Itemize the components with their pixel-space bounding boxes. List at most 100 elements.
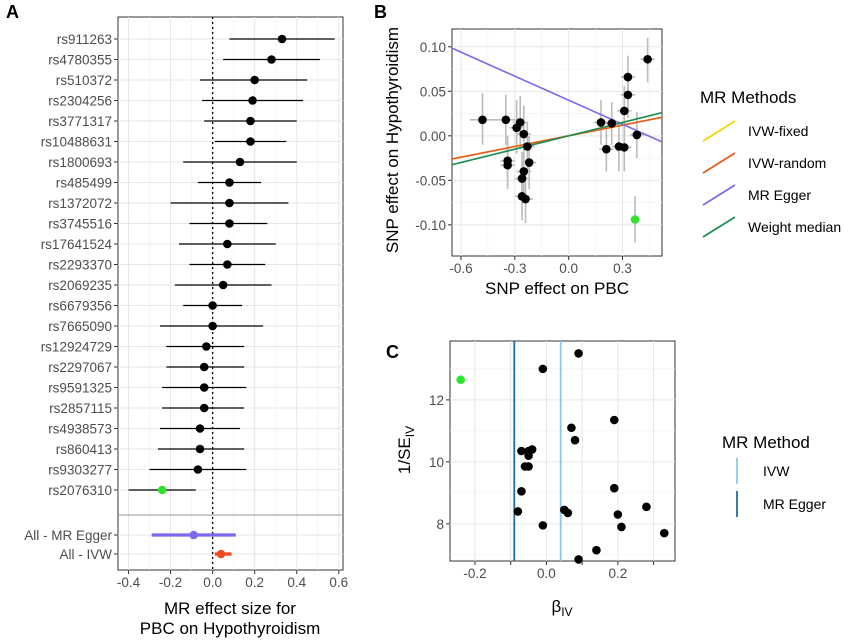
panel-a-plot-area bbox=[117, 16, 344, 571]
panel-c-x-tick-label: 0.2 bbox=[608, 566, 627, 581]
snp-estimate-point bbox=[250, 75, 259, 85]
snp-label: rs2069235 bbox=[48, 278, 112, 293]
snp-estimate-point bbox=[199, 403, 209, 413]
panel-a-x-tick-label: 0.6 bbox=[329, 575, 348, 590]
snp-label: rs3771317 bbox=[48, 114, 112, 129]
funnel-point bbox=[538, 521, 548, 530]
snp-label: rs860413 bbox=[56, 442, 112, 457]
panel-b-regression-lines bbox=[452, 47, 662, 166]
snp-effect-point bbox=[524, 158, 534, 167]
summary-estimate-point bbox=[189, 530, 199, 540]
snp-label: rs2293370 bbox=[48, 258, 112, 273]
panel-c-ylabel: 1/SEIV bbox=[395, 426, 417, 474]
snp-label: rs2076310 bbox=[48, 483, 112, 498]
snp-estimate-point bbox=[199, 362, 209, 372]
snp-effect-point bbox=[643, 54, 652, 64]
snp-estimate-point bbox=[208, 321, 217, 331]
snp-estimate-point bbox=[218, 280, 228, 290]
funnel-point bbox=[574, 555, 583, 564]
snp-estimate-point bbox=[193, 465, 203, 474]
panel-a-x-tick-label: 0.0 bbox=[203, 575, 222, 590]
snp-label: rs7665090 bbox=[48, 319, 112, 334]
panel-a-x-tick-label: 0.2 bbox=[245, 575, 264, 590]
panel-b-legend-title: MR Methods bbox=[700, 88, 796, 107]
snp-estimate-point bbox=[225, 178, 234, 187]
regression-line bbox=[452, 47, 662, 143]
funnel-point bbox=[538, 364, 548, 374]
snp-estimate-point bbox=[208, 301, 217, 310]
panel-c-grid bbox=[450, 341, 675, 561]
snp-estimate-point bbox=[248, 96, 257, 105]
snp-label: rs4780355 bbox=[48, 53, 112, 68]
snp-effect-point bbox=[503, 160, 512, 170]
legend-key bbox=[702, 152, 736, 174]
panel-b-xlabel: SNP effect on PBC bbox=[485, 279, 629, 298]
snp-effect-point bbox=[519, 129, 529, 139]
panel-c-plot-area bbox=[449, 340, 676, 562]
panel-c-xlabel: βIV bbox=[551, 597, 572, 619]
snp-effect-point bbox=[620, 143, 629, 152]
snp-estimate-point bbox=[157, 485, 167, 495]
panel-a-xlabel-line1: MR effect size for bbox=[164, 599, 296, 618]
legend-key bbox=[702, 184, 736, 206]
legend-key bbox=[702, 216, 736, 238]
funnel-point bbox=[617, 522, 626, 532]
panel-b-ylabel: SNP effect on Hypothyroidism bbox=[383, 27, 402, 253]
legend-label: IVW-random bbox=[748, 155, 826, 171]
legend-label: IVW-fixed bbox=[748, 123, 808, 139]
snp-estimate-point bbox=[225, 219, 234, 228]
snp-effect-point bbox=[517, 174, 527, 183]
panel-c-xlabel-base: β bbox=[551, 597, 561, 616]
snp-estimate-point bbox=[195, 424, 205, 433]
panel-b: B -0.6 -0.3 0.0 0.3 -0.10 -0.05 0.00 0.05 0.10 S… bbox=[374, 2, 841, 298]
snp-label: rs510372 bbox=[56, 73, 112, 88]
panel-b-letter: B bbox=[374, 2, 387, 22]
legend-key bbox=[702, 120, 736, 142]
snp-label: rs6679356 bbox=[48, 299, 112, 314]
panel-b-y-tick-label: -0.05 bbox=[415, 173, 446, 188]
snp-effect-point bbox=[623, 72, 633, 82]
snp-label: rs1800693 bbox=[48, 155, 112, 170]
summary-label: All - MR Egger bbox=[24, 528, 112, 543]
snp-effect-point bbox=[602, 144, 611, 154]
panel-b-x-tick-label: -0.6 bbox=[449, 261, 472, 276]
snp-label: rs911263 bbox=[57, 32, 112, 47]
snp-effect-point bbox=[607, 119, 617, 128]
snp-estimate-point bbox=[267, 55, 276, 64]
panel-c-letter: C bbox=[386, 342, 399, 362]
funnel-point bbox=[513, 507, 523, 516]
snp-effect-point bbox=[521, 194, 530, 204]
panel-b-x-tick-label: 0.3 bbox=[613, 261, 632, 276]
snp-effect-point bbox=[596, 118, 606, 127]
snp-label: rs1372072 bbox=[48, 196, 112, 211]
panel-c-ylabel-sub: IV bbox=[403, 426, 417, 437]
panel-c-y-tick-label: 8 bbox=[436, 517, 444, 532]
snp-estimate-point bbox=[202, 342, 211, 351]
panel-a-x-tick-label: -0.4 bbox=[117, 575, 141, 590]
snp-estimate-point bbox=[246, 137, 255, 146]
panel-a-x-tick-label: 0.4 bbox=[287, 575, 306, 590]
panel-b-marks bbox=[452, 37, 662, 243]
snp-label: rs2857115 bbox=[49, 401, 112, 416]
snp-effect-point bbox=[519, 167, 529, 176]
panel-a-letter: A bbox=[6, 2, 19, 22]
panel-c-marks bbox=[456, 341, 669, 564]
panel-a-x-tick-labels: -0.4 -0.2 0.0 0.2 0.4 0.6 bbox=[117, 570, 348, 590]
snp-estimate-point bbox=[199, 383, 209, 392]
funnel-point bbox=[563, 508, 573, 518]
snp-label: rs10488631 bbox=[41, 135, 112, 150]
panel-b-legend: IVW-fixed IVW-random MR Egger Weight median bbox=[702, 120, 841, 238]
snp-label: rs9591325 bbox=[48, 381, 112, 396]
funnel-point bbox=[642, 502, 651, 512]
funnel-point bbox=[567, 423, 576, 433]
panel-b-y-tick-label: -0.10 bbox=[415, 218, 446, 233]
snp-estimate-point bbox=[277, 34, 287, 44]
snp-label: rs3745516 bbox=[48, 217, 112, 232]
panel-a: A rs911263 rs4780355 rs510372 rs2304256 rs37… bbox=[6, 2, 348, 638]
snp-effect-point bbox=[620, 106, 629, 116]
snp-estimate-point bbox=[223, 239, 232, 249]
panel-c-ylabel-base: 1/SE bbox=[395, 437, 414, 474]
funnel-point bbox=[520, 462, 530, 471]
regression-line bbox=[452, 111, 662, 166]
snp-effect-point bbox=[478, 115, 487, 125]
